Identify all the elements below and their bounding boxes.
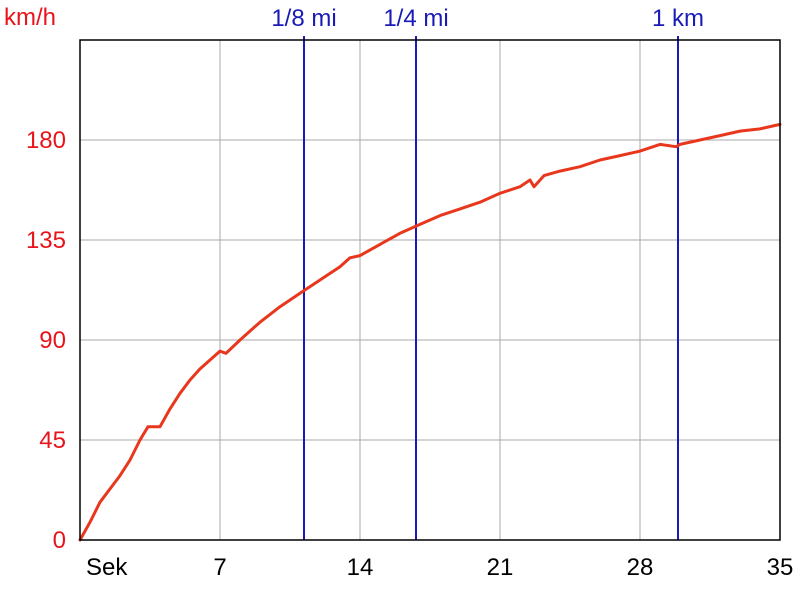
distance-marker-label: 1/4 mi (383, 5, 448, 32)
grid (80, 40, 781, 540)
x-tick-label: 21 (487, 554, 514, 581)
x-tick-label: 14 (347, 554, 374, 581)
y-tick-label: 135 (26, 227, 66, 254)
series-layer (78, 122, 782, 542)
tick-labels: 7 14 21 28 35 0 45 90 135 180 (26, 127, 793, 581)
x-tick-label: 7 (213, 554, 226, 581)
y-tick-label: 180 (26, 127, 66, 154)
y-tick-label: 45 (39, 427, 66, 454)
distance-markers: 1/8 mi 1/4 mi 1 km (271, 5, 704, 540)
x-tick-label: 35 (767, 554, 794, 581)
x-axis-unit: Sek (86, 554, 128, 581)
plot-frame (79, 39, 781, 541)
y-tick-label: 0 (53, 527, 66, 554)
distance-marker-label: 1 km (652, 5, 704, 32)
y-tick-label: 90 (39, 327, 66, 354)
x-tick-label: 28 (627, 554, 654, 581)
y-axis-unit: km/h (4, 4, 56, 31)
speed-series-line (78, 122, 782, 542)
distance-marker-label: 1/8 mi (271, 5, 336, 32)
